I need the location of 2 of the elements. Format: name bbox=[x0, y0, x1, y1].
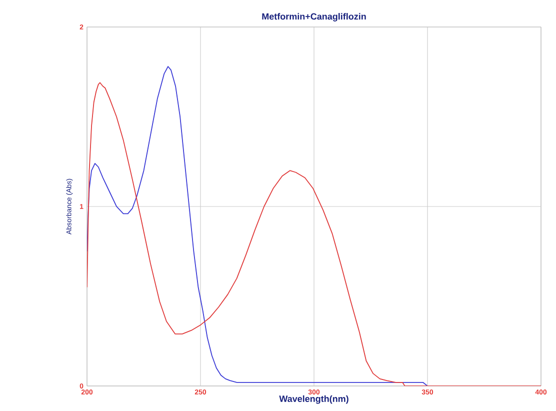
chart-title: Metformin+Canagliflozin bbox=[262, 13, 366, 22]
x-axis-title: Wavelength(nm) bbox=[279, 395, 348, 404]
